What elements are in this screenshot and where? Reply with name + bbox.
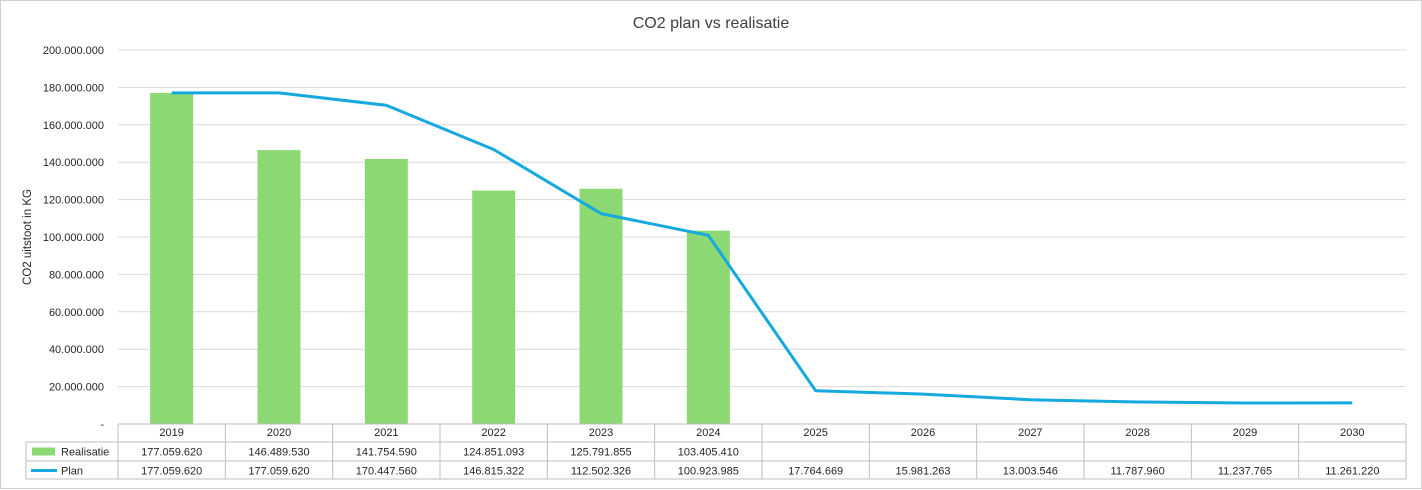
x-tick-label: 2019 bbox=[159, 427, 183, 439]
y-tick-label: 160.000.000 bbox=[43, 120, 104, 132]
data-label: 177.059.620 bbox=[141, 466, 202, 478]
legend-swatch-realisatie bbox=[32, 448, 55, 456]
y-tick-label: 180.000.000 bbox=[43, 82, 104, 94]
data-label: 100.923.985 bbox=[678, 466, 739, 478]
data-label: 146.489.530 bbox=[248, 447, 309, 459]
plan-line bbox=[172, 93, 1353, 403]
x-tick-label: 2020 bbox=[267, 427, 291, 439]
bar-2020 bbox=[258, 150, 301, 424]
x-tick-label: 2024 bbox=[696, 427, 720, 439]
data-label: 146.815.322 bbox=[463, 466, 524, 478]
bar-2021 bbox=[365, 159, 408, 424]
bar-2019 bbox=[150, 93, 193, 424]
data-label: 11.787.960 bbox=[1111, 466, 1165, 478]
y-tick-label: 120.000.000 bbox=[43, 195, 104, 207]
y-tick-label: 20.000.000 bbox=[49, 382, 104, 394]
x-tick-label: 2021 bbox=[374, 427, 398, 439]
x-tick-label: 2027 bbox=[1018, 427, 1042, 439]
x-tick-label: 2022 bbox=[481, 427, 505, 439]
data-label: 13.003.546 bbox=[1003, 466, 1058, 478]
x-tick-label: 2023 bbox=[589, 427, 613, 439]
y-axis-label: CO2 uitstoot in KG bbox=[22, 189, 34, 285]
y-axis-ticks: 200.000.000 180.000.000 160.000.000 140.000… bbox=[43, 45, 105, 431]
bar-2022 bbox=[472, 191, 515, 424]
data-label: 177.059.620 bbox=[141, 447, 202, 459]
line-series bbox=[172, 93, 1353, 403]
y-tick-label: 200.000.000 bbox=[43, 45, 104, 57]
y-tick-label: 100.000.000 bbox=[43, 232, 104, 244]
y-tick-label: 80.000.000 bbox=[49, 269, 104, 281]
legend-label-realisatie: Realisatie bbox=[61, 447, 109, 459]
x-tick-label: 2025 bbox=[803, 427, 827, 439]
x-tick-label: 2029 bbox=[1233, 427, 1257, 439]
data-label: 124.851.093 bbox=[463, 447, 524, 459]
y-tick-label: 40.000.000 bbox=[49, 344, 104, 356]
data-label: 170.447.560 bbox=[356, 466, 417, 478]
y-tick-label: - bbox=[100, 419, 104, 431]
data-label: 15.981.263 bbox=[895, 466, 950, 478]
data-label: 103.405.410 bbox=[678, 447, 739, 459]
x-tick-label: 2028 bbox=[1125, 427, 1149, 439]
x-tick-label: 2026 bbox=[911, 427, 935, 439]
data-label: 177.059.620 bbox=[248, 466, 309, 478]
legend-label-plan: Plan bbox=[61, 466, 83, 478]
y-tick-label: 60.000.000 bbox=[49, 307, 104, 319]
chart-title: CO2 plan vs realisatie bbox=[633, 15, 790, 32]
bar-series bbox=[150, 93, 730, 424]
bar-2023 bbox=[580, 189, 623, 424]
data-label: 141.754.590 bbox=[356, 447, 417, 459]
data-label: 11.237.765 bbox=[1218, 466, 1272, 478]
data-table: 2019 2020 2021 2022 2023 2024 2025 2026 2027 2028… bbox=[26, 424, 1406, 479]
data-label: 112.502.326 bbox=[571, 466, 631, 478]
data-label: 17.764.669 bbox=[788, 466, 843, 478]
data-label: 11.261.220 bbox=[1325, 466, 1379, 478]
y-tick-label: 140.000.000 bbox=[43, 157, 104, 169]
data-label: 125.791.855 bbox=[570, 447, 631, 459]
x-tick-label: 2030 bbox=[1340, 427, 1364, 439]
gridlines bbox=[118, 50, 1406, 387]
